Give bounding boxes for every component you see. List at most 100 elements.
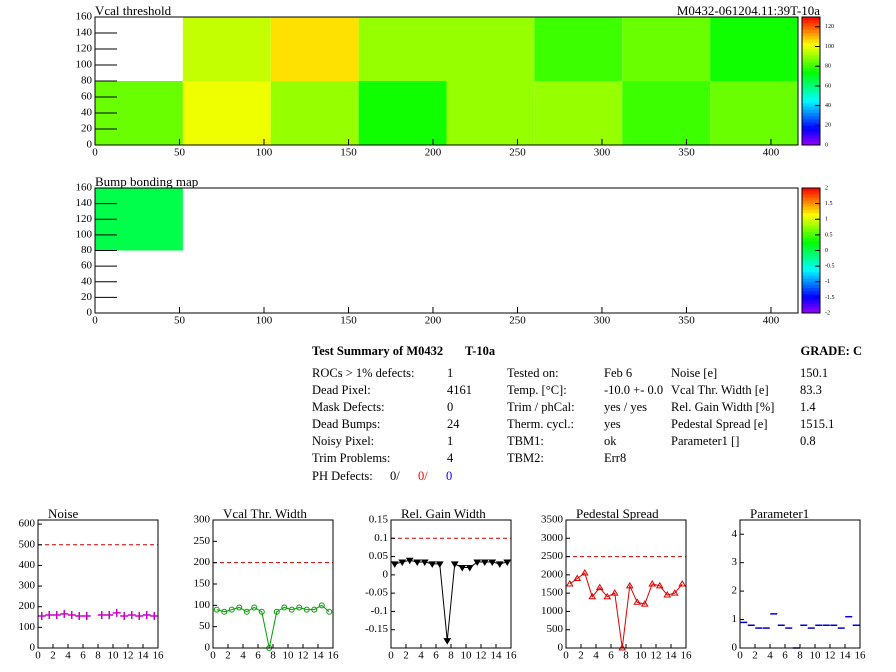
marker (97, 610, 106, 619)
heat-cell (534, 17, 623, 81)
palette-step (802, 68, 820, 72)
marker (580, 569, 589, 576)
palette-step (802, 125, 820, 130)
marker (236, 604, 243, 611)
palette-step (802, 119, 820, 124)
x-tick-label: 50 (174, 147, 186, 159)
x-tick-label: 300 (594, 315, 611, 327)
palette-step (802, 238, 820, 242)
x-tick-label: 14 (666, 650, 678, 662)
y-tick-label: 0 (558, 642, 564, 654)
palette-step (802, 197, 820, 201)
palette-step (802, 256, 820, 261)
marker (458, 565, 467, 572)
marker (45, 610, 54, 619)
x-tick-label: 12 (825, 650, 836, 662)
summary-value: 0 (447, 400, 453, 414)
palette-step (802, 222, 820, 226)
palette-step (802, 278, 820, 283)
palette-step (802, 225, 820, 230)
x-tick-label: 12 (651, 650, 662, 662)
x-tick-label: 4 (418, 650, 424, 662)
summary-value: 0.8 (800, 434, 816, 448)
palette-step (802, 259, 820, 264)
x-tick-label: 200 (425, 147, 442, 159)
marker (281, 604, 288, 611)
palette-step (802, 188, 820, 192)
x-tick-label: 400 (763, 315, 780, 327)
palette-step (802, 219, 820, 223)
z-tick-label: 40 (825, 103, 831, 109)
marker (633, 598, 642, 605)
summary-module: T-10a (465, 344, 496, 358)
palette-step (802, 266, 820, 270)
x-tick-label: 200 (425, 315, 442, 327)
palette-step (802, 288, 820, 292)
series-line (216, 604, 330, 649)
y-tick-label: 100 (76, 228, 93, 240)
palette-step (802, 84, 820, 88)
plot-frame (94, 187, 799, 314)
z-tick-label: 100 (825, 44, 834, 50)
marker (465, 565, 474, 572)
marker (503, 559, 512, 567)
palette-step (802, 244, 820, 248)
y-tick-label: 80 (81, 75, 93, 87)
summary-value: 0/ (418, 469, 428, 483)
marker (52, 610, 61, 619)
z-tick-label: -1.5 (825, 295, 835, 301)
summary-label: Vcal Thr. Width [e] (671, 383, 769, 397)
x-tick-label: 14 (840, 650, 852, 662)
y-tick-label: -0.15 (365, 623, 388, 635)
y-tick-label: 2500 (541, 550, 564, 562)
x-tick-label: 0 (388, 650, 394, 662)
summary-value: 1 (447, 434, 453, 448)
palette-step (802, 194, 820, 198)
summary-label: Noise [e] (671, 366, 717, 380)
y-tick-label: 20 (81, 291, 93, 303)
x-tick-label: 4 (767, 650, 773, 662)
palette-step (802, 247, 820, 251)
y-tick-label: 2 (732, 585, 738, 597)
x-tick-label: 2 (225, 650, 231, 662)
plot-frame (390, 519, 512, 649)
y-tick-label: 600 (19, 518, 36, 530)
x-tick-label: 2 (50, 650, 56, 662)
summary-label: Mask Defects: (312, 400, 385, 414)
x-tick-label: 100 (256, 315, 273, 327)
z-tick-label: 80 (825, 64, 831, 70)
palette-step (802, 297, 820, 301)
summary-label: Tested on: (507, 366, 559, 380)
heat-cell (358, 81, 447, 145)
summary-value: 83.3 (800, 383, 822, 397)
x-tick-label: 2 (403, 650, 409, 662)
y-tick-label: 60 (81, 91, 93, 103)
y-tick-label: 500 (19, 538, 36, 550)
marker (480, 559, 489, 567)
marker (120, 612, 129, 620)
palette-step (802, 191, 820, 195)
x-tick-label: 0 (563, 650, 569, 662)
heat-cell (446, 81, 535, 145)
x-tick-label: 12 (298, 650, 309, 662)
palette-step (802, 241, 820, 245)
y-tick-label: 300 (194, 514, 211, 526)
marker (678, 580, 687, 587)
palette-step (802, 138, 820, 143)
palette-step (802, 87, 820, 92)
x-tick-label: 8 (448, 650, 454, 662)
y-tick-label: 1500 (541, 587, 564, 599)
x-tick-label: 12 (123, 650, 134, 662)
palette-step (802, 52, 820, 56)
z-tick-label: -2 (825, 310, 830, 316)
x-tick-label: 4 (65, 650, 71, 662)
palette-step (802, 228, 820, 233)
palette-step (802, 135, 820, 140)
palette-step (802, 90, 820, 95)
y-tick-label: 20 (81, 123, 93, 135)
y-tick-label: 0 (30, 642, 36, 654)
marker (603, 592, 612, 600)
x-tick-label: 6 (608, 650, 614, 662)
marker (390, 561, 399, 568)
summary-label: Rel. Gain Width [%] (671, 400, 774, 414)
